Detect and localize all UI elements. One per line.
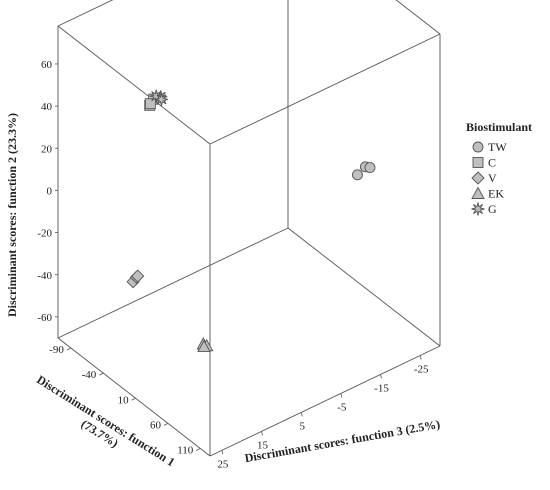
z-axis-title: Discriminant scores: function 3 (2.5%) <box>244 417 442 465</box>
point-tw-1 <box>352 169 363 181</box>
y-tick-label-1: 40 <box>41 101 53 113</box>
legend-marker-tw <box>472 141 484 153</box>
x-tick-label-0: -90 <box>49 344 64 356</box>
point-ek-2 <box>197 339 211 353</box>
box-edge-5 <box>395 0 441 35</box>
y-tick-label-0: 60 <box>41 59 53 71</box>
box-edge-9 <box>209 33 441 145</box>
z-tick-label-1: -15 <box>374 382 389 394</box>
legend: Biostimulant TW CV EKG <box>466 120 532 216</box>
z-tick-mark-1 <box>380 374 382 379</box>
legend-marker-g <box>471 202 485 216</box>
legend-marker-c <box>472 157 484 168</box>
legend-label-g: G <box>488 202 497 216</box>
legend-label-c: C <box>488 156 496 170</box>
x-tick-mark-0 <box>66 347 72 351</box>
z-tick-label-4: 15 <box>257 439 269 451</box>
point-tw-2 <box>364 162 376 173</box>
box-edge-4 <box>209 345 441 457</box>
box-edge-2 <box>57 227 289 339</box>
z-tick-mark-2 <box>340 393 343 398</box>
box-edge-7 <box>57 337 211 457</box>
z-tick-label-5: 25 <box>217 458 229 470</box>
z-tick-label-3: 5 <box>299 420 305 432</box>
y-tick-label-5: -40 <box>37 270 52 282</box>
plot-box-frame <box>57 0 441 457</box>
legend-label-ek: EK <box>488 187 504 201</box>
x-tick-mark-3 <box>163 423 169 426</box>
legend-marker-v <box>471 171 485 185</box>
point-v-2 <box>131 269 145 283</box>
x-tick-mark-2 <box>131 397 136 401</box>
z-tick-mark-4 <box>261 431 263 436</box>
axis-ticks: 60 40 20 0 -20 -40 -60 -90 -40 10 60 110 -25 -15 -5 5 15… <box>37 59 429 470</box>
x-tick-label-4: 110 <box>177 444 194 456</box>
y-tick-label-4: -20 <box>37 228 52 240</box>
box-edge-6 <box>57 0 114 27</box>
point-c-2 <box>144 98 156 110</box>
legend-label-v: V <box>488 171 497 185</box>
x-tick-label-1: -40 <box>82 369 97 381</box>
legend-title: Biostimulant <box>466 120 532 134</box>
point-g-2 <box>154 92 169 107</box>
legend-label-tw: TW <box>488 140 507 154</box>
legend-marker-ek <box>471 186 485 199</box>
y-tick-label-2: 20 <box>41 143 53 155</box>
y-tick-label-6: -60 <box>37 312 52 324</box>
x-tick-label-2: 10 <box>118 394 130 406</box>
y-axis-title: Discriminant scores: function 2 (23.3%) <box>5 113 19 317</box>
z-tick-label-0: -25 <box>414 363 429 375</box>
z-tick-mark-0 <box>419 355 422 360</box>
x-tick-mark-1 <box>99 372 104 376</box>
box-edge-0 <box>287 227 441 347</box>
z-tick-mark-5 <box>221 450 224 455</box>
x-tick-mark-4 <box>196 448 201 451</box>
x-tick-label-3: 60 <box>150 419 162 431</box>
y-tick-label-3: 0 <box>47 185 53 197</box>
z-tick-label-2: -5 <box>337 401 347 413</box>
data-points <box>126 89 376 353</box>
z-tick-mark-3 <box>300 412 303 417</box>
box-edge-11 <box>57 25 211 145</box>
